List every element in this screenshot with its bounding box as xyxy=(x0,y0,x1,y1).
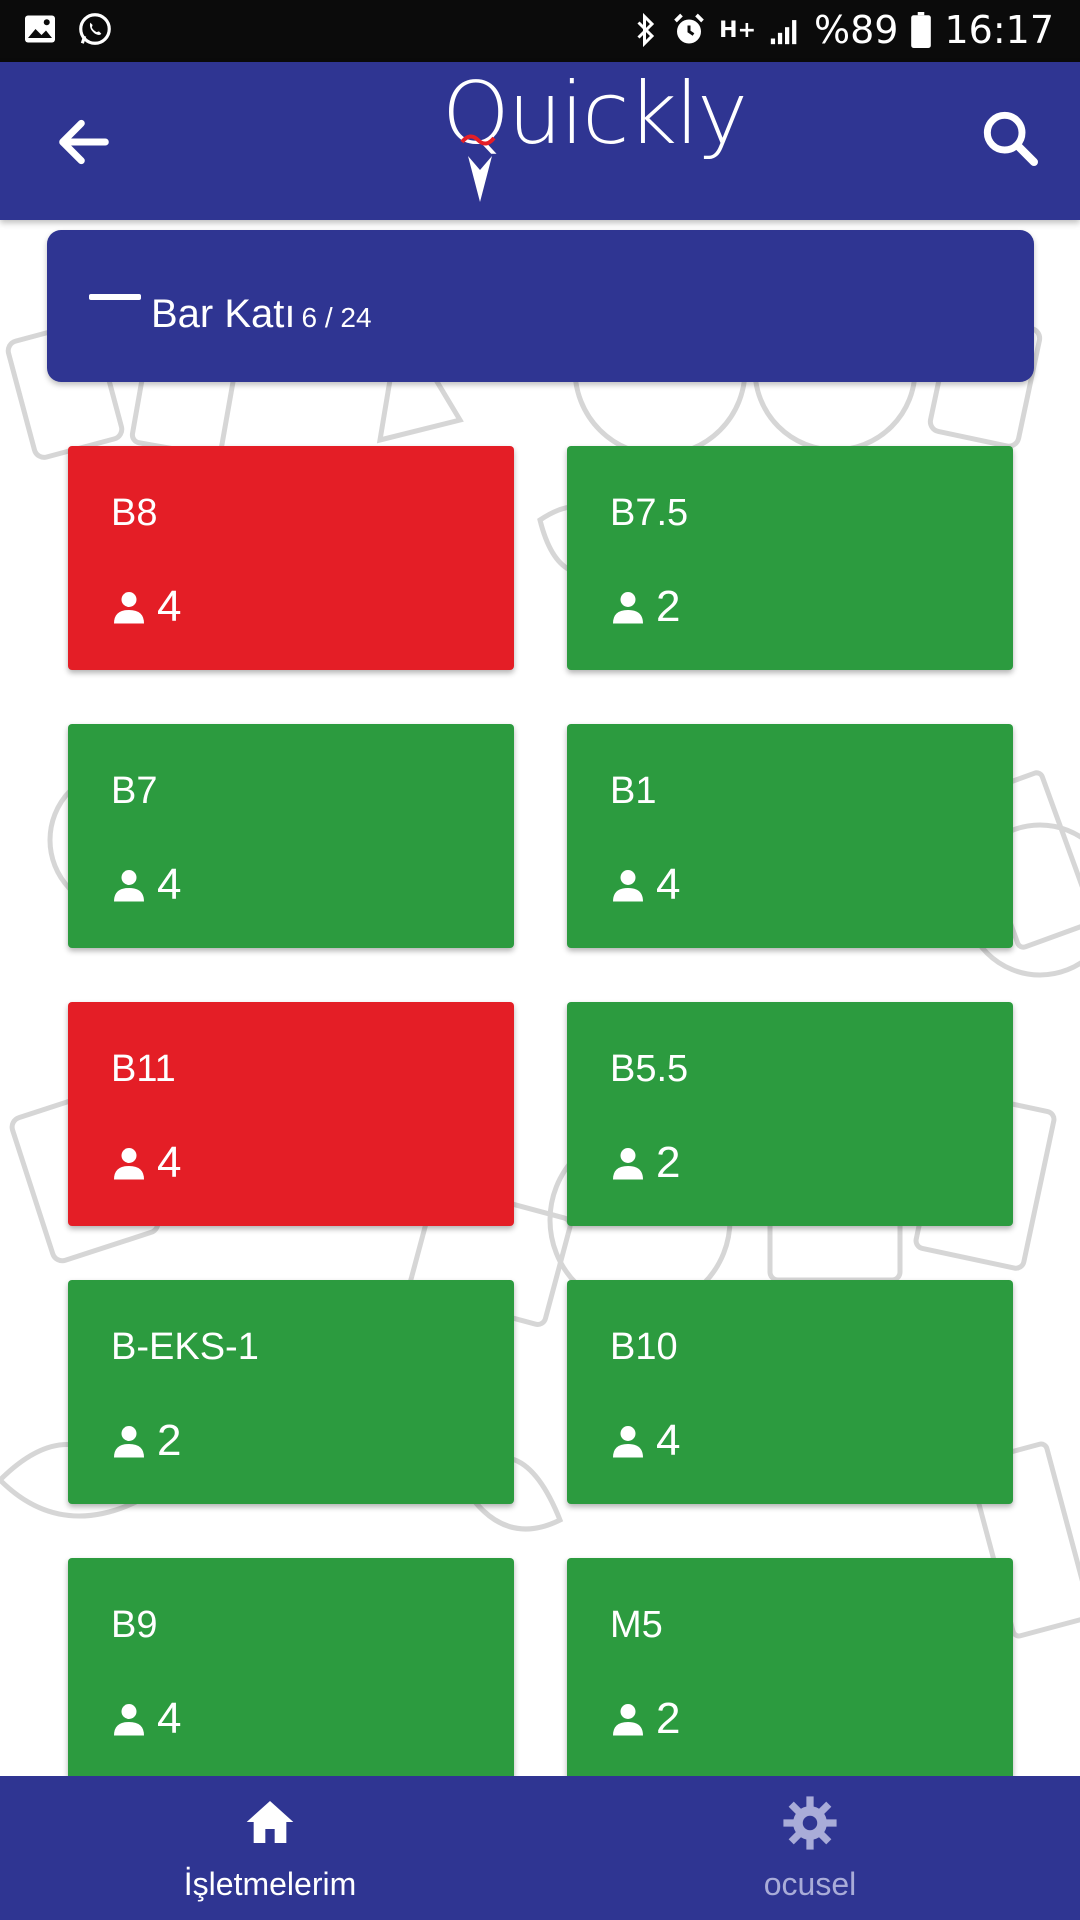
signal-type-label: H+ xyxy=(719,17,757,43)
alarm-icon xyxy=(674,13,704,44)
table-seats: 2 xyxy=(610,1138,680,1188)
arrow-left-icon[interactable] xyxy=(52,110,116,174)
table-card[interactable]: B7 4 xyxy=(68,724,514,948)
seat-count: 4 xyxy=(157,582,182,631)
battery-percent: %89 xyxy=(814,8,899,52)
seat-count: 4 xyxy=(656,860,681,909)
table-name: B7.5 xyxy=(610,492,689,534)
logo-mark-icon xyxy=(460,134,496,202)
status-bar: H+ %89 16:17 xyxy=(0,0,1080,62)
section-count: 6 / 24 xyxy=(301,302,372,333)
table-name: B10 xyxy=(610,1326,678,1368)
nav-item-ocusel[interactable]: ocusel xyxy=(540,1776,1080,1920)
seat-count: 4 xyxy=(157,1694,182,1743)
section-name: Bar Katı xyxy=(151,292,296,336)
table-card[interactable]: B-EKS-1 2 xyxy=(68,1280,514,1504)
bottom-nav: İşletmelerim ocusel xyxy=(0,1776,1080,1920)
table-card[interactable]: B9 4 xyxy=(68,1558,514,1782)
battery-icon xyxy=(911,12,932,48)
seat-count: 4 xyxy=(656,1416,681,1465)
seat-count: 4 xyxy=(157,1138,182,1187)
person-icon xyxy=(613,1704,643,1736)
image-icon xyxy=(25,15,55,43)
section-title: Bar Katı 6 / 24 xyxy=(151,292,372,337)
table-seats: 4 xyxy=(111,1138,181,1188)
signal-icon xyxy=(770,20,797,45)
table-seats: 4 xyxy=(111,860,181,910)
minus-icon[interactable] xyxy=(89,294,141,300)
table-card[interactable]: B11 4 xyxy=(68,1002,514,1226)
table-name: B11 xyxy=(111,1048,176,1090)
table-card[interactable]: B1 4 xyxy=(567,724,1013,948)
person-icon xyxy=(114,592,144,624)
app-logo: Quickly xyxy=(438,64,748,210)
person-icon xyxy=(114,1704,144,1736)
table-card[interactable]: B10 4 xyxy=(567,1280,1013,1504)
search-icon[interactable] xyxy=(978,106,1042,170)
nav-item-isletmelerim[interactable]: İşletmelerim xyxy=(0,1776,540,1920)
clock: 16:17 xyxy=(944,8,1054,52)
table-seats: 4 xyxy=(610,860,680,910)
table-seats: 2 xyxy=(610,582,680,632)
person-icon xyxy=(114,1426,144,1458)
table-seats: 2 xyxy=(111,1416,181,1466)
person-icon xyxy=(613,1426,643,1458)
person-icon xyxy=(114,870,144,902)
table-card[interactable]: B5.5 2 xyxy=(567,1002,1013,1226)
person-icon xyxy=(613,592,643,624)
table-name: B1 xyxy=(610,770,657,812)
whatsapp-icon xyxy=(79,13,111,45)
status-system: H+ %89 16:17 xyxy=(633,8,1054,52)
logo-text: Quickly xyxy=(442,64,748,164)
status-notifications xyxy=(22,10,114,48)
table-name: B9 xyxy=(111,1604,158,1646)
table-card[interactable]: M5 2 xyxy=(567,1558,1013,1782)
seat-count: 2 xyxy=(656,1138,681,1187)
table-name: B5.5 xyxy=(610,1048,689,1090)
app-bar: Quickly xyxy=(0,62,1080,220)
seat-count: 2 xyxy=(656,582,681,631)
nav-label-home: İşletmelerim xyxy=(183,1866,357,1902)
person-icon xyxy=(613,1148,643,1180)
table-seats: 4 xyxy=(111,582,181,632)
table-seats: 2 xyxy=(610,1694,680,1744)
gear-icon xyxy=(783,1796,837,1850)
table-name: B7 xyxy=(111,770,158,812)
nav-label-settings: ocusel xyxy=(763,1866,857,1902)
bluetooth-icon xyxy=(637,12,655,48)
table-seats: 4 xyxy=(610,1416,680,1466)
person-icon xyxy=(114,1148,144,1180)
table-name: B8 xyxy=(111,492,158,534)
table-card[interactable]: B7.5 2 xyxy=(567,446,1013,670)
home-icon xyxy=(246,1801,294,1843)
seat-count: 2 xyxy=(656,1694,681,1743)
table-card[interactable]: B8 4 xyxy=(68,446,514,670)
seat-count: 2 xyxy=(157,1416,182,1465)
seat-count: 4 xyxy=(157,860,182,909)
table-name: M5 xyxy=(610,1604,663,1646)
table-name: B-EKS-1 xyxy=(111,1326,259,1368)
table-seats: 4 xyxy=(111,1694,181,1744)
section-header-bar-kati[interactable]: Bar Katı 6 / 24 xyxy=(47,230,1034,382)
person-icon xyxy=(613,870,643,902)
